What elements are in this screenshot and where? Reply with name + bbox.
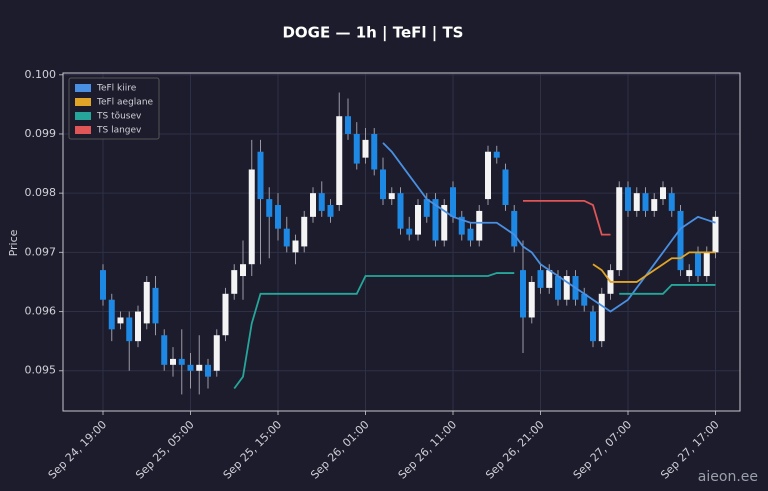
- candle-body: [240, 264, 246, 277]
- candle-body: [388, 193, 395, 200]
- y-tick-label: 0.096: [25, 305, 57, 318]
- candle-body: [668, 193, 675, 211]
- candle-body: [397, 193, 404, 229]
- candle-body: [108, 299, 115, 330]
- candle-body: [231, 270, 238, 294]
- candle-body: [625, 187, 631, 211]
- y-tick-label: 0.097: [25, 245, 57, 258]
- candle-body: [283, 228, 290, 247]
- legend-swatch: [75, 98, 91, 106]
- candle-body: [161, 335, 168, 365]
- candle-body: [318, 193, 325, 211]
- candle-body: [520, 270, 526, 318]
- indicator-line: [523, 199, 611, 236]
- legend-label: TeFl kiire: [96, 84, 137, 94]
- candle-body: [677, 210, 684, 271]
- candle-body: [660, 187, 666, 200]
- candle-body: [406, 228, 413, 235]
- y-tick-label: 0.099: [25, 127, 57, 140]
- candle-body: [248, 169, 255, 265]
- legend-swatch: [75, 84, 91, 92]
- y-axis-label: Price: [7, 229, 20, 256]
- candle-body: [205, 364, 211, 377]
- candle-body: [642, 193, 649, 211]
- indicator-line: [233, 272, 515, 390]
- candle-body: [345, 116, 351, 134]
- legend-label: TS tõusev: [96, 112, 142, 122]
- candle-body: [292, 240, 299, 253]
- candle-body: [432, 199, 439, 241]
- candle-body: [100, 270, 106, 300]
- candle-body: [152, 287, 159, 324]
- candle-body: [598, 293, 605, 342]
- candle-body: [712, 216, 719, 253]
- candle-body: [275, 205, 281, 229]
- plot-frame: [62, 72, 741, 412]
- candle-body: [695, 252, 701, 277]
- candle-body: [196, 364, 203, 371]
- candle-body: [187, 364, 194, 371]
- legend-label: TeFl aeglane: [96, 98, 154, 108]
- candle-body: [528, 281, 535, 318]
- candle-body: [353, 133, 360, 164]
- candle-body: [686, 270, 693, 277]
- candle-body: [222, 293, 229, 336]
- indicator-line: [382, 142, 716, 313]
- candle-body: [450, 187, 456, 217]
- candle-body: [213, 335, 220, 371]
- candle-body: [651, 199, 658, 211]
- chart-title: DOGE — 1h | TeFl | TS: [282, 24, 463, 43]
- indicator-line: [619, 284, 716, 295]
- candle-body: [546, 270, 553, 288]
- candle-body: [476, 210, 483, 241]
- candle-body: [126, 317, 133, 342]
- candle-body: [467, 228, 474, 241]
- candle-body: [178, 358, 185, 365]
- candle-body: [362, 139, 369, 158]
- candle-body: [143, 281, 150, 324]
- candle-body: [423, 199, 430, 217]
- candle-body: [485, 151, 491, 200]
- watermark: aieon.ee: [698, 469, 758, 485]
- candle-body: [415, 205, 421, 235]
- candle-body: [117, 317, 124, 324]
- legend-box: [68, 77, 160, 140]
- candle-body: [336, 116, 343, 206]
- candle-body: [310, 193, 316, 217]
- candle-body: [493, 151, 500, 158]
- candle-body: [511, 210, 518, 247]
- candle-body: [170, 358, 176, 365]
- candle-body: [563, 276, 570, 300]
- candle-body: [441, 205, 448, 241]
- y-tick-label: 0.100: [25, 68, 57, 81]
- indicator-line: [592, 251, 716, 283]
- y-tick-label: 0.095: [25, 364, 57, 377]
- legend-swatch: [75, 126, 91, 134]
- candle-body: [301, 216, 308, 247]
- candle-body: [555, 276, 561, 300]
- candle-body: [458, 216, 465, 235]
- candle-body: [537, 270, 544, 288]
- candle-body: [633, 193, 640, 211]
- y-tick-label: 0.098: [25, 186, 57, 199]
- candle-body: [380, 169, 386, 200]
- candle-body: [590, 311, 596, 342]
- candle-body: [327, 205, 334, 217]
- candle-body: [581, 293, 588, 306]
- legend-swatch: [75, 112, 91, 120]
- candle-body: [371, 133, 378, 170]
- candle-body: [703, 252, 710, 277]
- legend-label: TS langev: [96, 126, 142, 136]
- candle-body: [266, 199, 273, 217]
- candle-body: [257, 151, 264, 200]
- candle-body: [135, 311, 141, 342]
- candle-body: [502, 169, 509, 206]
- candle-body: [616, 187, 623, 271]
